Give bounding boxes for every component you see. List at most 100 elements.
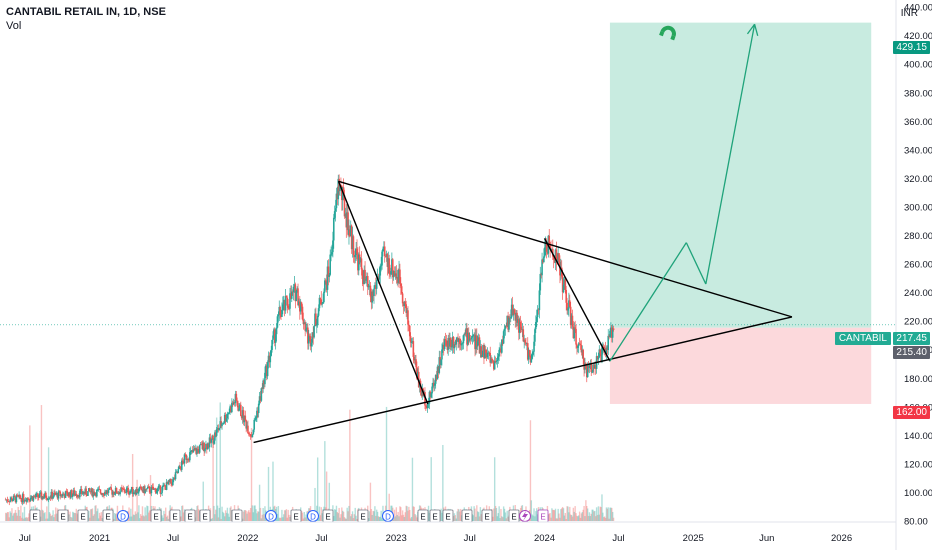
- candle-body: [325, 281, 328, 290]
- candle-body: [379, 265, 382, 276]
- candle-body: [103, 494, 105, 496]
- candle-body: [430, 393, 433, 398]
- volume-bar: [495, 507, 498, 521]
- x-tick-label: Jul: [612, 533, 624, 544]
- candle-body: [486, 352, 489, 358]
- volume-bar: [570, 515, 573, 521]
- volume-bar: [225, 512, 228, 521]
- candle-body: [351, 236, 354, 250]
- candle-body: [464, 333, 466, 335]
- event-marker-label: E: [325, 513, 330, 522]
- candle-body: [170, 478, 172, 483]
- magnet-icon[interactable]: [656, 18, 682, 44]
- candle-body: [482, 344, 484, 356]
- earnings-marker[interactable]: E: [102, 509, 114, 523]
- earnings-marker[interactable]: E: [481, 509, 493, 523]
- volume-bar: [317, 517, 320, 521]
- earnings-marker[interactable]: E: [57, 509, 69, 523]
- volume-bar: [245, 510, 247, 521]
- volume-bar: [586, 508, 589, 521]
- profit-zone: [609, 22, 872, 328]
- candle-body: [345, 213, 348, 228]
- volume-bar: [247, 511, 249, 521]
- prev-close-tag: 215.40: [893, 346, 930, 359]
- earnings-marker[interactable]: E: [29, 509, 41, 523]
- dividend-marker[interactable]: D: [307, 510, 319, 522]
- candle-body: [257, 403, 260, 414]
- candle-body: [141, 490, 144, 492]
- volume-bar: [369, 482, 372, 521]
- volume-bar: [348, 505, 350, 521]
- earnings-marker[interactable]: E: [322, 509, 334, 523]
- volume-bar: [182, 512, 185, 521]
- earnings-marker[interactable]: E: [150, 509, 162, 523]
- candle-body: [29, 500, 31, 502]
- candle-body: [551, 248, 553, 251]
- earnings-marker[interactable]: E: [199, 509, 211, 523]
- candle-body: [16, 494, 19, 496]
- candle-body: [399, 269, 401, 284]
- earnings-marker[interactable]: E: [357, 509, 369, 523]
- currency-label[interactable]: INR: [900, 8, 918, 19]
- candle-body: [130, 490, 132, 492]
- candle-body: [573, 327, 576, 339]
- candle-body: [194, 448, 197, 451]
- candle-body: [391, 259, 394, 278]
- earnings-marker[interactable]: E: [417, 509, 429, 523]
- volume-bar: [50, 516, 52, 521]
- candle-body: [528, 350, 531, 356]
- volume-bar: [26, 518, 28, 521]
- candle-body: [138, 486, 141, 489]
- candle-body: [287, 305, 289, 308]
- dividend-marker[interactable]: D: [117, 510, 129, 522]
- earnings-marker[interactable]: E: [77, 509, 89, 523]
- candle-body: [192, 449, 195, 453]
- candle-body: [124, 492, 127, 494]
- target-price-tag: 429.15: [893, 41, 930, 54]
- earnings-marker[interactable]: E: [290, 509, 302, 523]
- candle-body: [370, 296, 373, 303]
- volume-bar: [214, 514, 216, 521]
- volume-bar: [396, 514, 398, 521]
- volume-bar: [13, 512, 16, 521]
- earnings-marker[interactable]: E: [169, 509, 181, 523]
- candle-body: [330, 254, 332, 256]
- earnings-marker[interactable]: E: [442, 509, 454, 523]
- volume-bar: [585, 500, 587, 521]
- volume-bar: [575, 513, 577, 521]
- candle-body: [518, 319, 520, 333]
- volume-bar: [99, 515, 102, 521]
- earnings-marker[interactable]: E: [429, 509, 441, 523]
- candle-body: [534, 329, 536, 342]
- earnings-marker[interactable]: E: [184, 509, 196, 523]
- candle-body: [82, 491, 85, 494]
- dividend-marker[interactable]: D: [382, 510, 394, 522]
- volume-bar: [228, 516, 230, 521]
- candle-body: [473, 334, 475, 336]
- earnings-marker[interactable]: E: [461, 509, 473, 523]
- event-marker-label: D: [268, 513, 274, 522]
- candle-body: [582, 349, 584, 359]
- volume-bar: [180, 516, 182, 521]
- dividend-marker[interactable]: D: [265, 510, 277, 522]
- candle-body: [553, 259, 556, 263]
- candle-body: [530, 358, 533, 363]
- candle-body: [594, 364, 596, 369]
- candle-body: [368, 285, 371, 287]
- candle-body: [72, 490, 75, 495]
- candle-body: [46, 499, 49, 501]
- volume-bar: [399, 506, 401, 521]
- candle-body: [299, 302, 302, 312]
- candle-body: [415, 359, 417, 367]
- y-tick-label: 180.00: [904, 374, 932, 385]
- volume-bar: [12, 515, 14, 521]
- volume-bar: [341, 507, 343, 521]
- earnings-marker[interactable]: E: [231, 509, 243, 523]
- volume-bar: [531, 514, 533, 521]
- candle-body: [113, 491, 115, 495]
- candle-body: [251, 434, 254, 438]
- volume-bar: [227, 513, 229, 521]
- candle-body: [189, 450, 192, 453]
- candle-body: [461, 343, 464, 345]
